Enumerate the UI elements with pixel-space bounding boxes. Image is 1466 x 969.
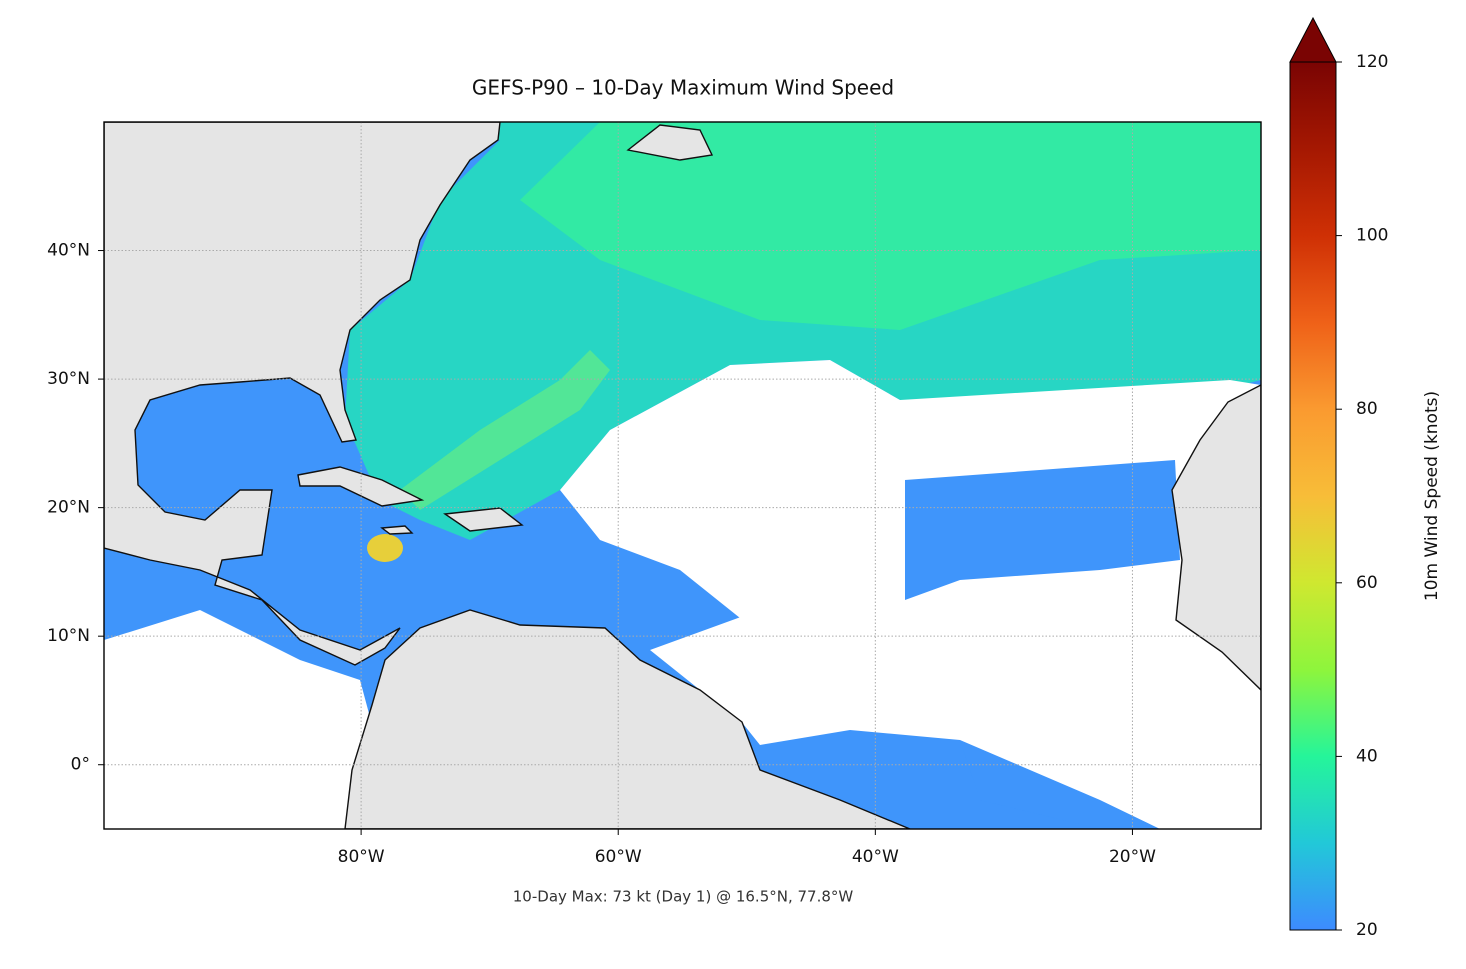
y-tick-label: 0°	[71, 755, 90, 775]
x-tick-label: 20°W	[1109, 847, 1156, 867]
y-tick-label: 40°N	[47, 241, 90, 261]
colorbar-label: 10m Wind Speed (knots)	[1422, 391, 1442, 601]
land	[443, 507, 524, 532]
land	[626, 124, 714, 161]
wind-field	[520, 122, 1261, 330]
wind-maximum	[367, 534, 403, 562]
wind-field	[400, 350, 610, 510]
colorbar	[1289, 61, 1337, 931]
land	[344, 609, 911, 829]
map-area	[104, 122, 1261, 829]
colorbar-tick-label: 80	[1356, 399, 1378, 419]
land	[380, 525, 414, 535]
grid	[104, 122, 1261, 829]
land	[104, 122, 501, 666]
colorbar-tick-label: 100	[1356, 226, 1388, 246]
land	[1171, 384, 1261, 691]
y-tick-label: 30°N	[47, 369, 90, 389]
x-tick-label: 60°W	[595, 847, 642, 867]
colorbar-tick-label: 40	[1356, 746, 1378, 766]
land	[297, 466, 425, 507]
axes-frame	[103, 121, 1262, 830]
map-title: GEFS-P90 – 10-Day Maximum Wind Speed	[472, 76, 894, 100]
no-data	[104, 610, 400, 829]
colorbar-tick-label: 60	[1356, 573, 1378, 593]
y-tick-label: 20°N	[47, 498, 90, 518]
y-tick-label: 10°N	[47, 626, 90, 646]
colorbar-tick-label: 20	[1356, 920, 1378, 940]
annotation: 10-Day Max: 73 kt (Day 1) @ 16.5°N, 77.8…	[513, 888, 854, 906]
x-tick-label: 80°W	[338, 847, 385, 867]
colorbar-extension	[1289, 16, 1337, 63]
x-tick-label: 40°W	[852, 847, 899, 867]
wind-field	[905, 460, 1180, 600]
colorbar-tick-label: 120	[1356, 52, 1388, 72]
